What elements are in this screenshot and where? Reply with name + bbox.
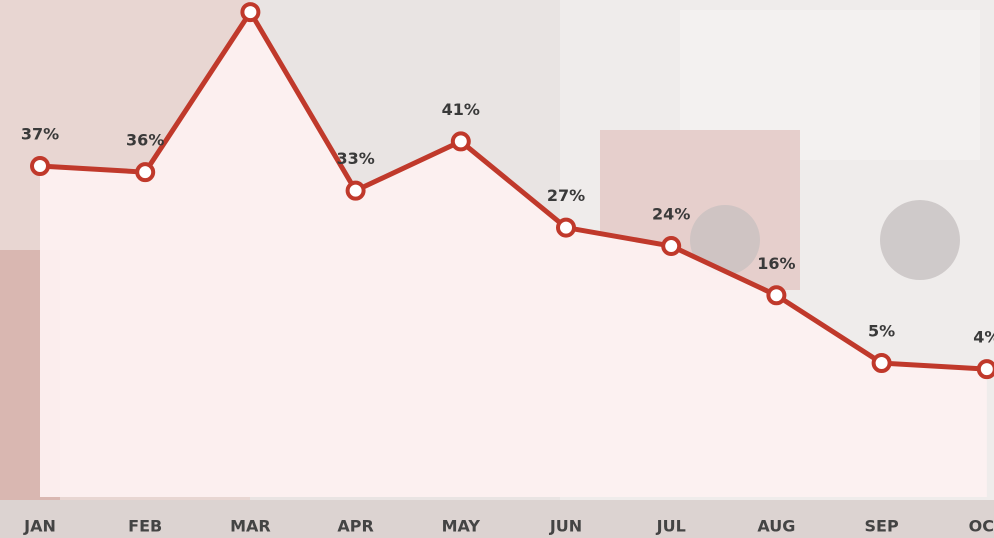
point-marker	[137, 164, 153, 180]
point-marker	[453, 133, 469, 149]
value-label: 37%	[21, 125, 59, 144]
point-marker	[663, 238, 679, 254]
value-label: 24%	[652, 205, 690, 224]
point-marker	[558, 220, 574, 236]
value-label: 4%	[973, 328, 994, 347]
x-tick-label: JUN	[549, 517, 582, 536]
x-tick-label: AUG	[757, 517, 795, 536]
point-marker	[242, 4, 258, 20]
value-label: 41%	[442, 100, 480, 119]
point-marker	[979, 361, 994, 377]
x-tick-label: JUL	[656, 517, 686, 536]
point-marker	[348, 183, 364, 199]
value-label: 27%	[547, 186, 585, 205]
x-tick-label: JAN	[23, 517, 56, 536]
x-tick-label: FEB	[128, 517, 162, 536]
value-label: 16%	[757, 254, 795, 273]
chart: 37% 36% 33% 41% 27% 24% 16% 5% 4% JAN FEB MAR APR MAY…	[0, 0, 994, 538]
x-tick-label: APR	[337, 517, 373, 536]
page: {"chart_data": {"type": "line", "categor…	[0, 0, 994, 538]
value-label: 36%	[126, 131, 164, 150]
point-marker	[874, 355, 890, 371]
point-marker	[768, 287, 784, 303]
x-tick-label: MAY	[442, 517, 481, 536]
x-tick-label: MAR	[230, 517, 271, 536]
x-tick-label: OCT	[969, 517, 994, 536]
point-marker	[32, 158, 48, 174]
value-label: 5%	[868, 322, 895, 341]
value-label: 33%	[336, 149, 374, 168]
x-tick-label: SEP	[865, 517, 899, 536]
